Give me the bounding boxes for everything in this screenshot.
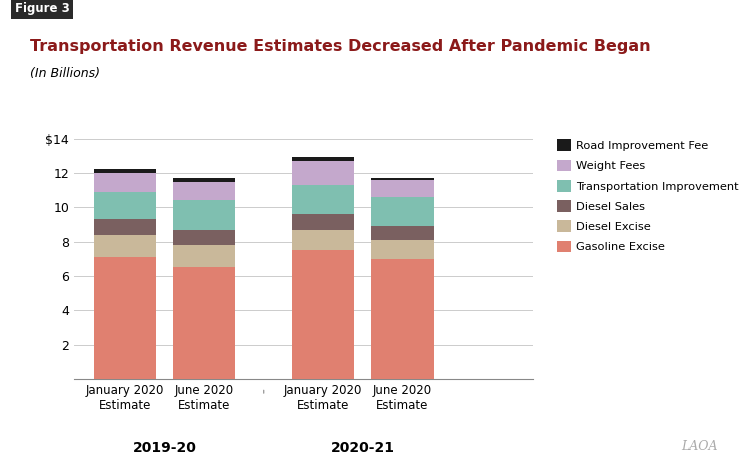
Bar [94, 173, 156, 192]
Bar [173, 245, 235, 267]
Bar [173, 182, 235, 201]
Text: 2020-21: 2020-21 [331, 441, 395, 455]
Bar [292, 161, 354, 185]
Bar [292, 158, 354, 161]
Text: Figure 3: Figure 3 [15, 2, 70, 15]
Bar [292, 230, 354, 250]
Bar [371, 180, 434, 197]
Bar [173, 178, 235, 182]
Bar [292, 185, 354, 214]
Bar [371, 259, 434, 379]
Bar [371, 178, 434, 180]
Bar [94, 235, 156, 257]
Text: 2019-20: 2019-20 [132, 441, 197, 455]
Text: Transportation Revenue Estimates Decreased After Pandemic Began: Transportation Revenue Estimates Decreas… [30, 39, 650, 54]
Bar [94, 170, 156, 173]
Bar [371, 226, 434, 240]
Bar [94, 219, 156, 235]
Bar [371, 197, 434, 226]
Bar [94, 257, 156, 379]
Legend: Road Improvement Fee, Weight Fees, Transportation Improvement Fee, Diesel Sales,: Road Improvement Fee, Weight Fees, Trans… [556, 140, 740, 252]
Bar [173, 267, 235, 379]
Bar [292, 214, 354, 230]
Bar [292, 250, 354, 379]
Text: LAOA: LAOA [682, 440, 718, 453]
Bar [94, 192, 156, 219]
Bar [371, 240, 434, 259]
Bar [173, 230, 235, 245]
Bar [173, 201, 235, 230]
Text: (In Billions): (In Billions) [30, 67, 100, 80]
